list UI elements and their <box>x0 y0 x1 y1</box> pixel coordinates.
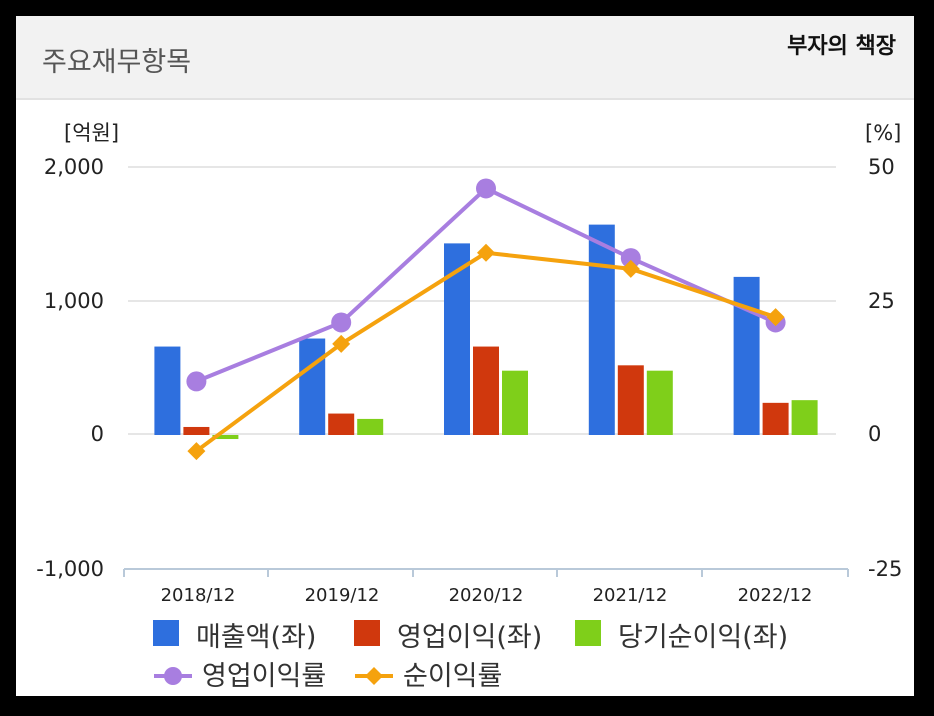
legend-swatch-revenue <box>153 620 179 646</box>
point-net-margin <box>766 308 785 327</box>
legend: 매출액(좌) 영업이익(좌) 당기순이익(좌) 영업이익률 순이익률 <box>153 620 788 692</box>
category-label: 2019/12 <box>305 585 380 606</box>
right-tick-label: 25 <box>868 289 895 313</box>
legend-swatch-net-income <box>575 620 601 646</box>
legend-label-net-margin: 순이익률 <box>403 661 502 692</box>
line-series-group <box>186 178 786 461</box>
category-label: 2020/12 <box>449 585 524 606</box>
bar-revenue <box>154 346 181 435</box>
point-net-margin <box>332 334 351 353</box>
category-label: 2022/12 <box>738 585 813 606</box>
bar-revenue <box>299 338 326 435</box>
bar-net-income <box>212 435 239 440</box>
legend-label-revenue: 매출액(좌) <box>196 622 316 653</box>
bar-net-income <box>646 370 673 435</box>
x-axis <box>123 568 849 577</box>
point-operating-margin <box>186 371 207 392</box>
bar-net-income <box>502 370 528 435</box>
bar-series-group <box>154 224 818 440</box>
bar-operating-profit <box>617 365 644 435</box>
chart-panel: 주요재무항목 [억원] [%] 2,000 1,000 0 -1,000 50 … <box>16 16 914 696</box>
legend-marker-net-margin <box>365 667 383 685</box>
legend-label-operating-profit: 영업이익(좌) <box>397 622 542 653</box>
bar-operating-profit <box>183 426 210 435</box>
right-tick-label: 50 <box>868 155 895 179</box>
right-tick-label: 0 <box>868 422 881 446</box>
legend-swatch-operating-profit <box>354 620 380 646</box>
left-tick-label: 2,000 <box>44 155 104 179</box>
watermark-text: 부자의 책장 <box>787 34 896 59</box>
bar-operating-profit <box>762 402 789 435</box>
bar-net-income <box>791 400 818 435</box>
left-tick-label: 0 <box>91 422 104 446</box>
left-axis-unit: [억원] <box>64 121 119 145</box>
left-tick-label: 1,000 <box>44 289 104 313</box>
category-label: 2021/12 <box>593 585 668 606</box>
left-tick-label: -1,000 <box>36 557 104 581</box>
legend-marker-operating-margin <box>164 667 182 685</box>
bar-revenue <box>588 224 615 435</box>
legend-label-net-income: 당기순이익(좌) <box>618 622 788 653</box>
panel-header: 주요재무항목 <box>16 16 914 100</box>
bar-revenue <box>733 276 760 435</box>
point-net-margin <box>477 243 495 262</box>
right-tick-label: -25 <box>868 557 902 581</box>
category-label: 2018/12 <box>161 585 236 606</box>
point-net-margin <box>187 442 206 461</box>
point-operating-margin <box>476 178 496 199</box>
panel-title: 주요재무항목 <box>42 47 192 78</box>
right-axis-unit: [%] <box>865 121 901 145</box>
point-operating-margin <box>620 248 641 269</box>
legend-label-operating-margin: 영업이익률 <box>202 661 326 692</box>
bar-operating-profit <box>328 413 355 435</box>
bar-operating-profit <box>473 346 499 435</box>
bar-net-income <box>357 418 384 435</box>
chart-svg: [억원] [%] 2,000 1,000 0 -1,000 50 25 0 -2… <box>36 121 902 692</box>
point-operating-margin <box>331 312 352 333</box>
point-net-margin <box>621 259 640 278</box>
